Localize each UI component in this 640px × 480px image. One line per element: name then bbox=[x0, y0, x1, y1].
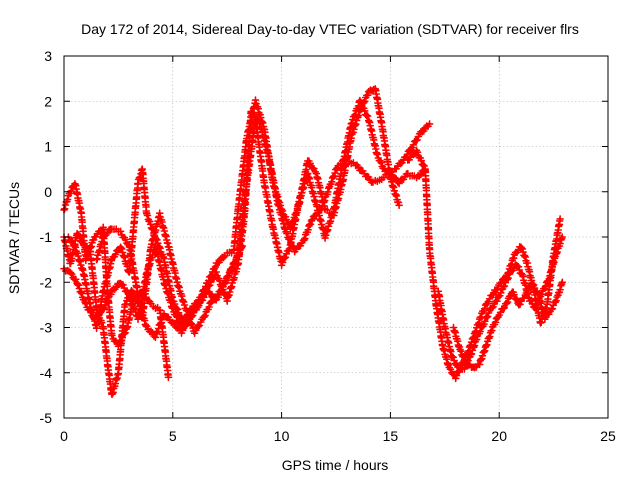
y-tick-label: -5 bbox=[40, 410, 53, 426]
data-series-track-g bbox=[434, 233, 567, 373]
data-series-track-h bbox=[449, 278, 567, 372]
x-tick-label: 20 bbox=[491, 428, 507, 444]
plot-frame bbox=[63, 55, 609, 419]
grid-layer bbox=[64, 56, 608, 418]
x-axis-label: GPS time / hours bbox=[282, 457, 389, 473]
axis-ticks: 0 5 10 15 20 25 -5 -4 -3 -2 -1 0 1 2 3 bbox=[40, 48, 616, 444]
y-tick-label: 3 bbox=[44, 48, 52, 64]
chart-title: Day 172 of 2014, Sidereal Day-to-day VTE… bbox=[81, 21, 579, 37]
y-tick-label: 1 bbox=[44, 139, 52, 155]
y-tick-label: -2 bbox=[40, 274, 53, 290]
data-series-layer bbox=[60, 85, 567, 398]
x-tick-label: 25 bbox=[600, 428, 616, 444]
y-axis-label: SDTVAR / TECUs bbox=[6, 182, 22, 294]
y-tick-label: 2 bbox=[44, 93, 52, 109]
x-tick-label: 0 bbox=[60, 428, 68, 444]
x-tick-label: 5 bbox=[169, 428, 177, 444]
data-series-track-e bbox=[92, 96, 434, 337]
x-tick-label: 10 bbox=[274, 428, 290, 444]
x-tick-label: 15 bbox=[383, 428, 399, 444]
y-tick-label: -1 bbox=[40, 229, 53, 245]
y-tick-label: -4 bbox=[40, 365, 53, 381]
y-tick-label: -3 bbox=[40, 320, 53, 336]
y-tick-label: 0 bbox=[44, 184, 52, 200]
